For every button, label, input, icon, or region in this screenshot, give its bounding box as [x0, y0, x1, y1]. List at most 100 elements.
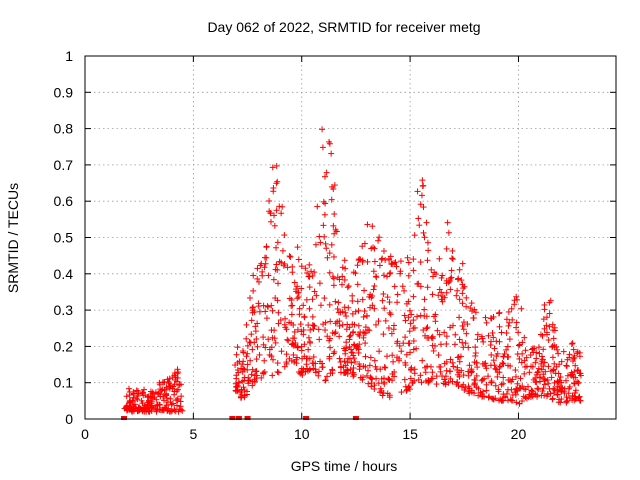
data-point — [514, 380, 521, 387]
data-point — [380, 272, 387, 279]
data-point — [410, 293, 417, 300]
data-point — [575, 394, 582, 401]
y-tick-label: 1 — [65, 48, 73, 64]
data-point — [346, 333, 353, 340]
data-point — [546, 385, 553, 392]
data-point — [306, 338, 313, 345]
data-point — [502, 394, 509, 401]
data-point — [361, 240, 368, 247]
data-point — [511, 297, 518, 304]
data-point — [400, 340, 407, 347]
data-point — [348, 349, 355, 356]
data-point — [144, 401, 151, 408]
data-point — [350, 352, 357, 359]
data-point — [176, 406, 183, 413]
y-tick-label: 0.8 — [54, 121, 74, 137]
data-point — [402, 383, 409, 390]
data-point — [450, 322, 457, 329]
data-point — [535, 365, 542, 372]
data-point — [326, 337, 333, 344]
data-point — [550, 335, 557, 342]
data-point — [288, 311, 295, 318]
data-point — [488, 338, 495, 345]
data-point — [450, 363, 457, 370]
data-point — [375, 237, 382, 244]
data-point — [331, 211, 338, 218]
data-point — [456, 314, 463, 321]
data-point — [247, 294, 254, 301]
data-point — [166, 375, 173, 382]
data-point — [405, 259, 412, 266]
data-point — [341, 304, 348, 311]
data-point — [328, 241, 335, 248]
data-point — [546, 323, 553, 330]
data-point — [344, 321, 351, 328]
data-point — [289, 340, 296, 347]
data-point — [166, 385, 173, 392]
data-point — [499, 359, 506, 366]
data-point — [382, 364, 389, 371]
data-point — [362, 363, 369, 370]
data-point — [361, 308, 368, 315]
data-point — [424, 324, 431, 331]
data-point — [317, 302, 324, 309]
data-point — [572, 389, 579, 396]
data-point — [405, 383, 412, 390]
data-point — [250, 272, 257, 279]
data-point — [352, 358, 359, 365]
data-point — [419, 183, 426, 190]
data-point — [539, 388, 546, 395]
data-point — [448, 274, 455, 281]
data-point — [154, 401, 161, 408]
data-point — [408, 364, 415, 371]
data-point — [505, 322, 512, 329]
data-point — [291, 328, 298, 335]
data-point — [409, 379, 416, 386]
data-point — [328, 150, 335, 157]
data-point — [265, 336, 272, 343]
data-point — [422, 369, 429, 376]
data-point — [273, 162, 280, 169]
data-point — [410, 317, 417, 324]
data-point — [543, 322, 550, 329]
data-point — [378, 375, 385, 382]
data-point — [145, 393, 152, 400]
data-point — [387, 269, 394, 276]
data-point — [273, 261, 280, 268]
data-point — [478, 333, 485, 340]
data-point — [316, 280, 323, 287]
data-point — [529, 363, 536, 370]
data-point — [415, 215, 422, 222]
data-point — [421, 306, 428, 313]
data-point — [301, 313, 308, 320]
data-point — [266, 208, 273, 215]
data-point — [386, 309, 393, 316]
data-point — [424, 284, 431, 291]
data-point — [339, 273, 346, 280]
data-point — [337, 359, 344, 366]
data-point — [406, 386, 413, 393]
data-point — [263, 243, 270, 250]
data-point — [244, 391, 251, 398]
data-point — [516, 355, 523, 362]
data-point — [314, 203, 321, 210]
data-point — [463, 330, 470, 337]
data-point — [254, 275, 261, 282]
zero-marker — [229, 416, 236, 420]
data-point — [442, 381, 449, 388]
data-point — [253, 335, 260, 342]
data-point — [294, 244, 301, 251]
data-point — [296, 305, 303, 312]
data-point — [491, 345, 498, 352]
data-point — [575, 366, 582, 373]
data-point — [239, 361, 246, 368]
data-point — [420, 204, 427, 211]
data-point — [273, 180, 280, 187]
data-point — [370, 286, 377, 293]
data-point — [500, 380, 507, 387]
data-point — [123, 393, 130, 400]
data-point — [551, 342, 558, 349]
data-point — [408, 311, 415, 318]
data-point — [417, 201, 424, 208]
